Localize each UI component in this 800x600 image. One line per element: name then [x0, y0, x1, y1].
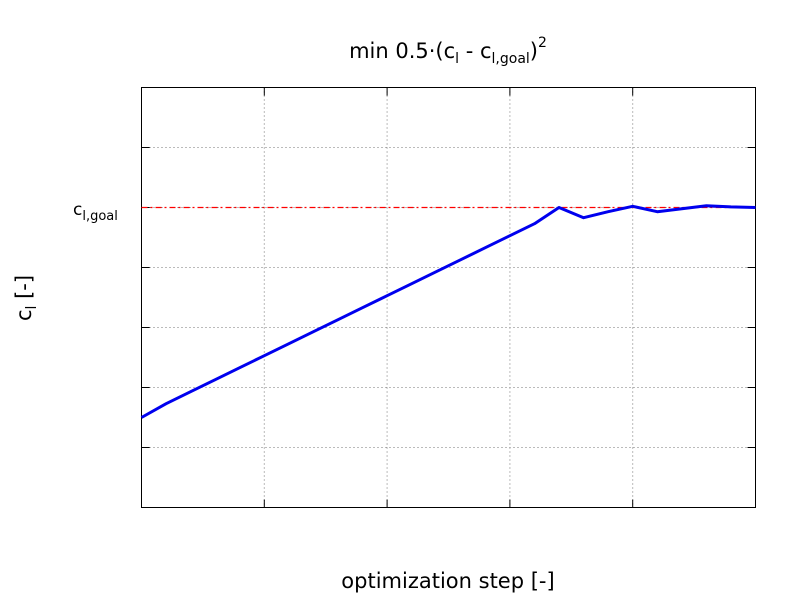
series-line — [140, 204, 756, 419]
plot-frame — [141, 87, 756, 508]
y-axis-label: cl [-] — [12, 275, 40, 321]
x-axis-label: optimization step [-] — [341, 569, 554, 593]
chart-title: min 0.5·(cl - cl,goal)2 — [349, 35, 547, 67]
goal-label: cl,goal — [73, 200, 118, 224]
grid — [141, 87, 756, 508]
axis-ticks — [141, 87, 756, 508]
